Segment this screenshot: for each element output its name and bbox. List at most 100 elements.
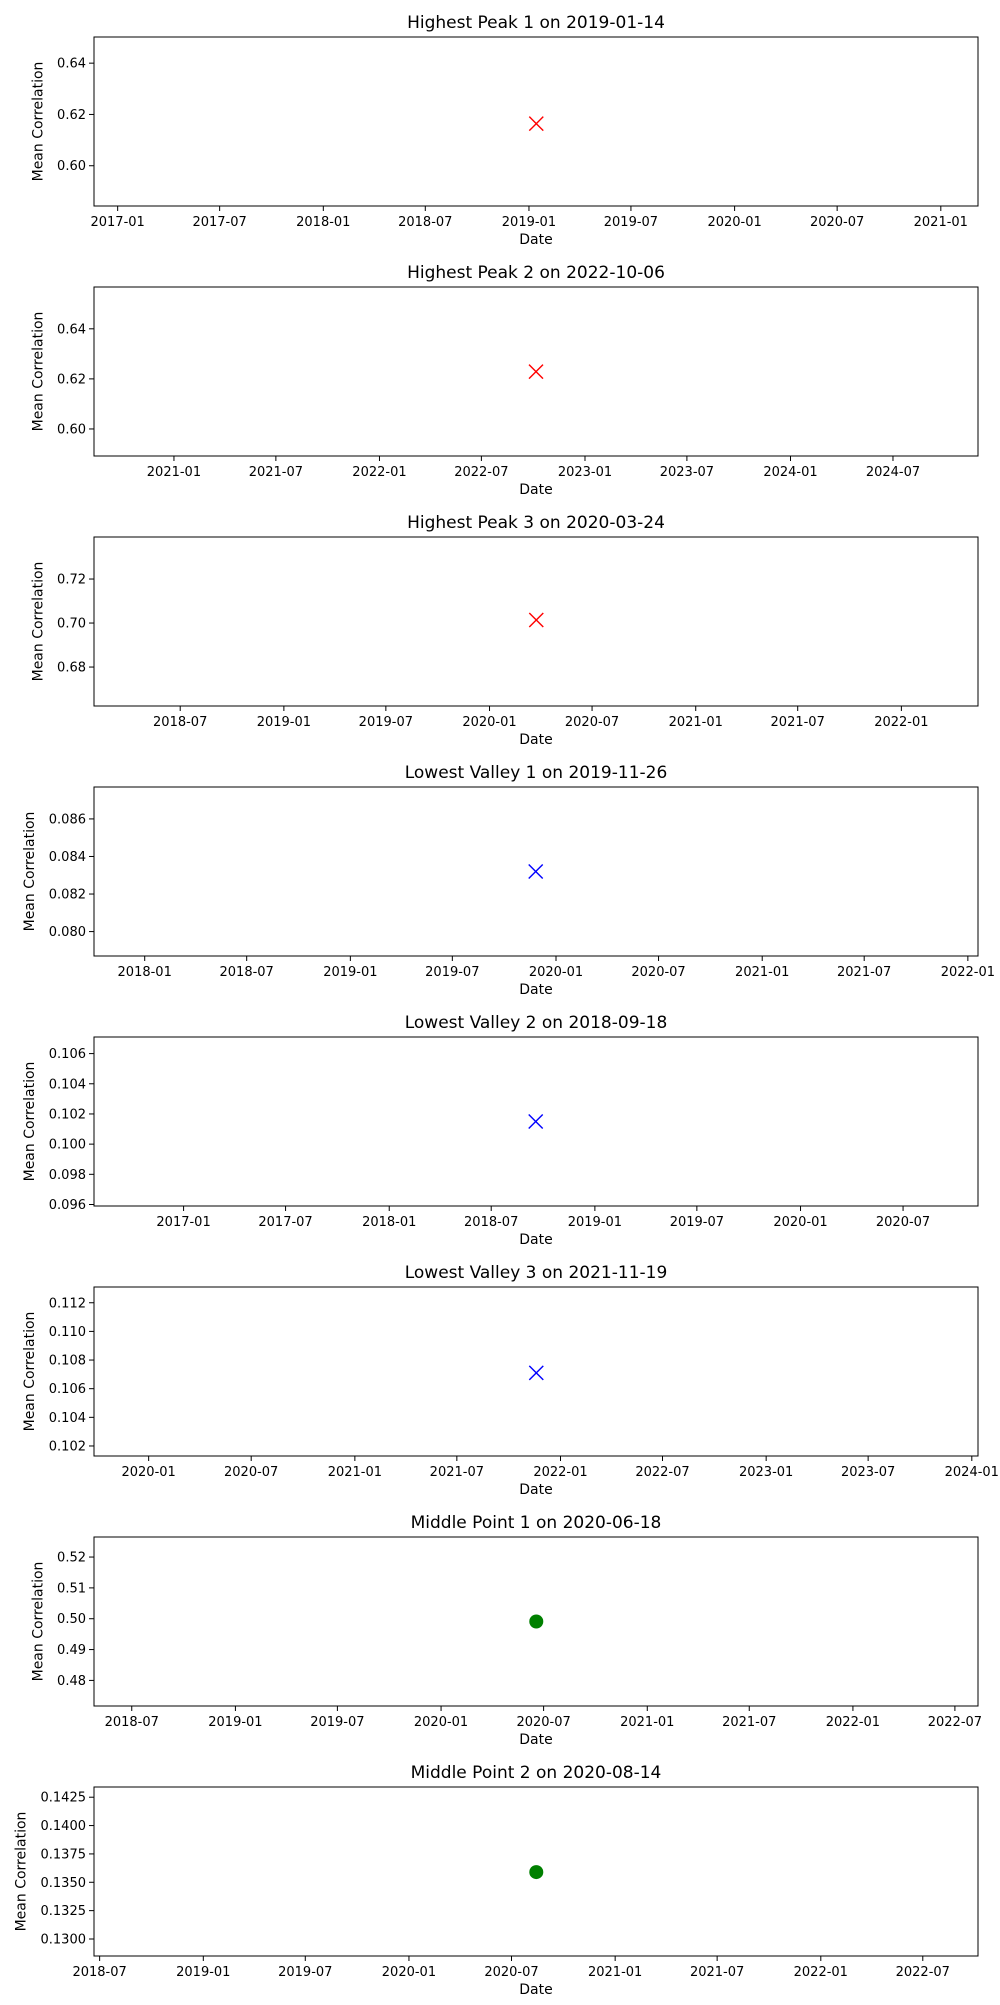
y-axis-label: Mean Correlation [22, 812, 38, 932]
x-tick-label: 2018-07 [220, 965, 274, 980]
x-tick-label: 2024-01 [945, 1465, 999, 1480]
chart-title: Lowest Valley 2 on 2018-09-18 [405, 1013, 668, 1033]
y-axis-label: Mean Correlation [30, 562, 46, 682]
y-tick-label: 0.104 [49, 1411, 86, 1426]
x-tick-label: 2020-07 [224, 1465, 278, 1480]
y-axis-label: Mean Correlation [14, 1812, 30, 1932]
x-tick-label: 2022-01 [826, 1715, 880, 1730]
x-tick-label: 2019-01 [568, 1215, 622, 1230]
x-tick-label: 2018-01 [118, 965, 172, 980]
y-tick-label: 0.086 [49, 812, 86, 827]
chart-panel-8: Middle Point 2 on 2020-08-14 2018-07 2019-… [14, 1763, 979, 1998]
x-tick-label: 2020-07 [631, 965, 685, 980]
x-axis-label: Date [519, 232, 552, 248]
x-tick-label: 2024-01 [763, 465, 817, 480]
y-tick-label: 0.1300 [41, 1932, 87, 1947]
x-tick-label: 2023-01 [558, 465, 612, 480]
y-tick-label: 0.082 [49, 888, 86, 903]
y-tick-label: 0.1350 [41, 1876, 87, 1891]
x-tick-label: 2020-01 [773, 1215, 827, 1230]
x-axis-label: Date [519, 1732, 552, 1748]
y-tick-label: 0.62 [57, 108, 86, 123]
y-tick-label: 0.64 [57, 57, 86, 72]
x-tick-label: 2017-07 [258, 1215, 312, 1230]
y-tick-label: 0.106 [49, 1047, 86, 1062]
x-tick-label: 2018-07 [153, 715, 207, 730]
x-tick-label: 2019-07 [670, 1215, 724, 1230]
chart-panel-4: Lowest Valley 1 on 2019-11-26 2018-01 2018… [22, 763, 995, 998]
x-tick-label: 2018-07 [72, 1965, 126, 1980]
x-tick-label: 2023-07 [841, 1465, 895, 1480]
chart-title: Lowest Valley 1 on 2019-11-26 [405, 763, 668, 783]
y-tick-label: 0.080 [49, 925, 86, 940]
x-tick-label: 2020-01 [414, 1715, 468, 1730]
y-tick-label: 0.098 [49, 1168, 86, 1183]
chart-title: Middle Point 1 on 2020-06-18 [411, 1513, 662, 1533]
x-tick-label: 2022-07 [635, 1465, 689, 1480]
y-axis-label: Mean Correlation [22, 1312, 38, 1432]
y-tick-label: 0.112 [49, 1296, 86, 1311]
x-tick-label: 2022-01 [874, 715, 928, 730]
x-tick-label: 2020-01 [707, 215, 761, 230]
y-tick-label: 0.64 [57, 322, 86, 337]
x-tick-label: 2022-07 [454, 465, 508, 480]
x-tick-label: 2021-07 [771, 715, 825, 730]
data-point-x-marker [528, 116, 544, 132]
y-tick-label: 0.60 [57, 159, 86, 174]
x-tick-label: 2019-01 [208, 1715, 262, 1730]
y-tick-label: 0.1425 [41, 1791, 87, 1806]
chart-title: Middle Point 2 on 2020-08-14 [411, 1763, 662, 1783]
x-axis-label: Date [519, 1232, 552, 1248]
y-tick-label: 0.1375 [41, 1847, 87, 1862]
x-tick-label: 2024-07 [866, 465, 920, 480]
y-tick-label: 0.108 [49, 1354, 86, 1369]
x-tick-label: 2020-01 [529, 965, 583, 980]
y-tick-label: 0.48 [57, 1674, 86, 1689]
x-axis-label: Date [519, 1982, 552, 1998]
y-tick-label: 0.1400 [41, 1819, 87, 1834]
y-tick-label: 0.60 [57, 422, 86, 437]
x-tick-label: 2020-01 [462, 715, 516, 730]
x-tick-label: 2023-01 [739, 1465, 793, 1480]
data-point-circle-marker [529, 1865, 544, 1880]
x-tick-label: 2020-01 [121, 1465, 175, 1480]
plot-area-frame [93, 786, 979, 957]
y-tick-label: 0.51 [57, 1581, 86, 1596]
x-tick-label: 2022-01 [533, 1465, 587, 1480]
plot-area-frame [93, 1536, 979, 1707]
x-tick-label: 2022-07 [928, 1715, 982, 1730]
x-tick-label: 2022-01 [352, 465, 406, 480]
x-tick-label: 2020-07 [810, 215, 864, 230]
chart-panel-5: Lowest Valley 2 on 2018-09-18 2017-01 2017… [22, 1013, 979, 1248]
x-tick-label: 2021-07 [837, 965, 891, 980]
x-tick-label: 2021-07 [722, 1715, 776, 1730]
x-axis-label: Date [519, 1482, 552, 1498]
chart-panel-1: Highest Peak 1 on 2019-01-14 2017-01 2017-… [30, 13, 979, 248]
x-tick-label: 2021-01 [588, 1965, 642, 1980]
chart-panel-6: Lowest Valley 3 on 2021-11-19 2020-01 2020… [22, 1263, 999, 1498]
plot-area-frame [93, 1036, 979, 1207]
x-tick-label: 2018-07 [105, 1715, 159, 1730]
y-tick-label: 0.106 [49, 1382, 86, 1397]
y-tick-label: 0.104 [49, 1077, 86, 1092]
y-tick-label: 0.49 [57, 1643, 86, 1658]
x-tick-label: 2021-01 [735, 965, 789, 980]
y-tick-label: 0.100 [49, 1138, 86, 1153]
x-tick-label: 2020-07 [484, 1965, 538, 1980]
x-tick-label: 2017-07 [192, 215, 246, 230]
data-point-x-marker [528, 1114, 544, 1129]
y-tick-label: 0.096 [49, 1198, 86, 1213]
x-axis-label: Date [519, 982, 552, 998]
chart-title: Highest Peak 1 on 2019-01-14 [407, 13, 665, 33]
y-tick-label: 0.084 [49, 850, 86, 865]
data-point-x-marker [528, 1365, 544, 1381]
data-point-x-marker [528, 364, 544, 380]
x-tick-label: 2019-07 [278, 1965, 332, 1980]
x-tick-label: 2018-01 [362, 1215, 416, 1230]
x-tick-label: 2019-01 [502, 215, 556, 230]
chart-panel-3: Highest Peak 3 on 2020-03-24 2018-07 2019-… [30, 513, 979, 748]
y-axis-label: Mean Correlation [30, 312, 46, 432]
x-tick-label: 2020-07 [565, 715, 619, 730]
x-tick-label: 2019-01 [257, 715, 311, 730]
